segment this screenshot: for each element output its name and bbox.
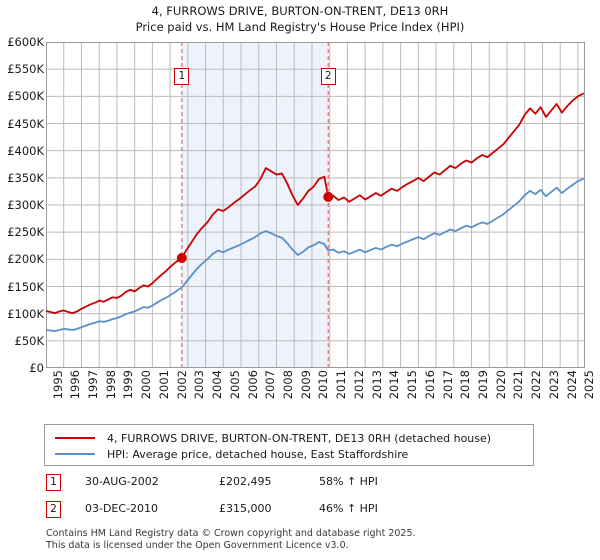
legend-item: 4, FURROWS DRIVE, BURTON-ON-TRENT, DE13 …: [45, 430, 533, 446]
x-tick-label: 2004: [210, 370, 225, 400]
transaction-date: 03-DEC-2010: [85, 502, 159, 515]
series-line-property: [46, 92, 585, 315]
footer-line-2: This data is licensed under the Open Gov…: [46, 539, 349, 551]
x-tick-label: 1997: [85, 370, 100, 400]
x-tick-label: 2025: [582, 370, 597, 400]
y-tick-label: £550K: [7, 62, 44, 77]
sale-point-1[interactable]: [176, 252, 187, 263]
x-tick-label: 2007: [263, 370, 278, 400]
transaction-list: 1 30-AUG-2002 £202,495 58% ↑ HPI 2 03-DEC-201…: [44, 472, 564, 526]
x-tick-label: 2021: [511, 370, 526, 400]
x-tick-label: 2024: [564, 370, 579, 400]
x-tick-label: 2002: [174, 370, 189, 400]
x-tick-label: 2012: [351, 370, 366, 400]
x-tick-label: 2009: [298, 370, 313, 400]
y-tick-label: £350K: [7, 170, 44, 185]
x-tick-label: 2019: [476, 370, 491, 400]
legend-item: HPI: Average price, detached house, East…: [45, 446, 533, 462]
y-tick-label: £150K: [7, 279, 44, 294]
y-tick-label: £600K: [7, 35, 44, 49]
y-tick-label: £200K: [7, 252, 44, 267]
footer-line-1: Contains HM Land Registry data © Crown c…: [46, 528, 416, 539]
y-tick-label: £300K: [7, 198, 44, 212]
x-tick-label: 2015: [405, 370, 420, 400]
x-tick-label: 1996: [68, 370, 83, 400]
y-tick-label: £250K: [7, 225, 44, 240]
plot-marker-badge-2[interactable]: 2: [320, 68, 336, 85]
plot-border: [46, 42, 585, 368]
plot-marker-badge-1[interactable]: 1: [174, 68, 190, 85]
x-tick-label: 2020: [493, 370, 508, 400]
y-tick-label: £450K: [7, 116, 44, 131]
x-tick-label: 2010: [316, 370, 331, 400]
x-tick-label: 2014: [387, 370, 402, 400]
transaction-row: 2 03-DEC-2010 £315,000 46% ↑ HPI: [44, 499, 564, 526]
transaction-price: £202,495: [219, 475, 272, 488]
x-tick-label: 2013: [369, 370, 384, 400]
y-tick-label: £500K: [7, 89, 44, 104]
x-tick-label: 2000: [139, 370, 154, 400]
x-tick-label: 2006: [245, 370, 260, 400]
x-axis: 1995 1996 1997 1998 1999 2000 2001 2002 2003 2004…: [46, 370, 597, 410]
page-title: 4, FURROWS DRIVE, BURTON-ON-TRENT, DE13 …: [0, 3, 600, 35]
transaction-row: 1 30-AUG-2002 £202,495 58% ↑ HPI: [44, 472, 564, 499]
x-tick-label: 2017: [440, 370, 455, 400]
y-axis: £0 £50K £100K £150K £200K £250K £300K £350K £400…: [0, 35, 45, 375]
legend-label: 4, FURROWS DRIVE, BURTON-ON-TRENT, DE13 …: [107, 431, 492, 445]
legend-color-swatch: [55, 453, 95, 455]
transaction-marker-badge[interactable]: 2: [46, 501, 61, 518]
x-tick-label: 2003: [192, 370, 207, 400]
x-tick-label: 1995: [50, 370, 65, 400]
legend-label: HPI: Average price, detached house, East…: [107, 447, 409, 461]
transaction-date: 30-AUG-2002: [85, 475, 159, 488]
transaction-hpi-delta: 46% ↑ HPI: [319, 502, 378, 515]
x-tick-label: 2022: [529, 370, 544, 400]
y-tick-label: £400K: [7, 143, 44, 158]
x-tick-label: 2023: [546, 370, 561, 400]
legend-color-swatch: [55, 437, 95, 439]
series-line-hpi: [46, 178, 585, 332]
x-tick-label: 1999: [121, 370, 136, 400]
y-tick-label: £100K: [7, 306, 44, 321]
price-history-line-chart: [46, 42, 585, 368]
x-tick-label: 1998: [103, 370, 118, 400]
y-tick-label: £50K: [14, 333, 45, 348]
title-subtitle: Price paid vs. HM Land Registry's House …: [135, 20, 465, 34]
transaction-marker-badge[interactable]: 1: [46, 474, 61, 491]
title-address: 4, FURROWS DRIVE, BURTON-ON-TRENT, DE13 …: [151, 4, 449, 18]
x-tick-label: 2008: [280, 370, 295, 400]
sale-point-2[interactable]: [323, 191, 334, 202]
x-tick-label: 2005: [227, 370, 242, 400]
chart-legend: 4, FURROWS DRIVE, BURTON-ON-TRENT, DE13 …: [44, 424, 534, 466]
footer-attribution: Contains HM Land Registry data © Crown c…: [46, 528, 586, 551]
x-tick-label: 2001: [156, 370, 171, 400]
transaction-price: £315,000: [219, 502, 272, 515]
y-tick-label: £0: [29, 361, 44, 375]
x-tick-label: 2016: [422, 370, 437, 400]
transaction-hpi-delta: 58% ↑ HPI: [319, 475, 378, 488]
x-tick-label: 2011: [334, 370, 349, 400]
x-tick-label: 2018: [458, 370, 473, 400]
